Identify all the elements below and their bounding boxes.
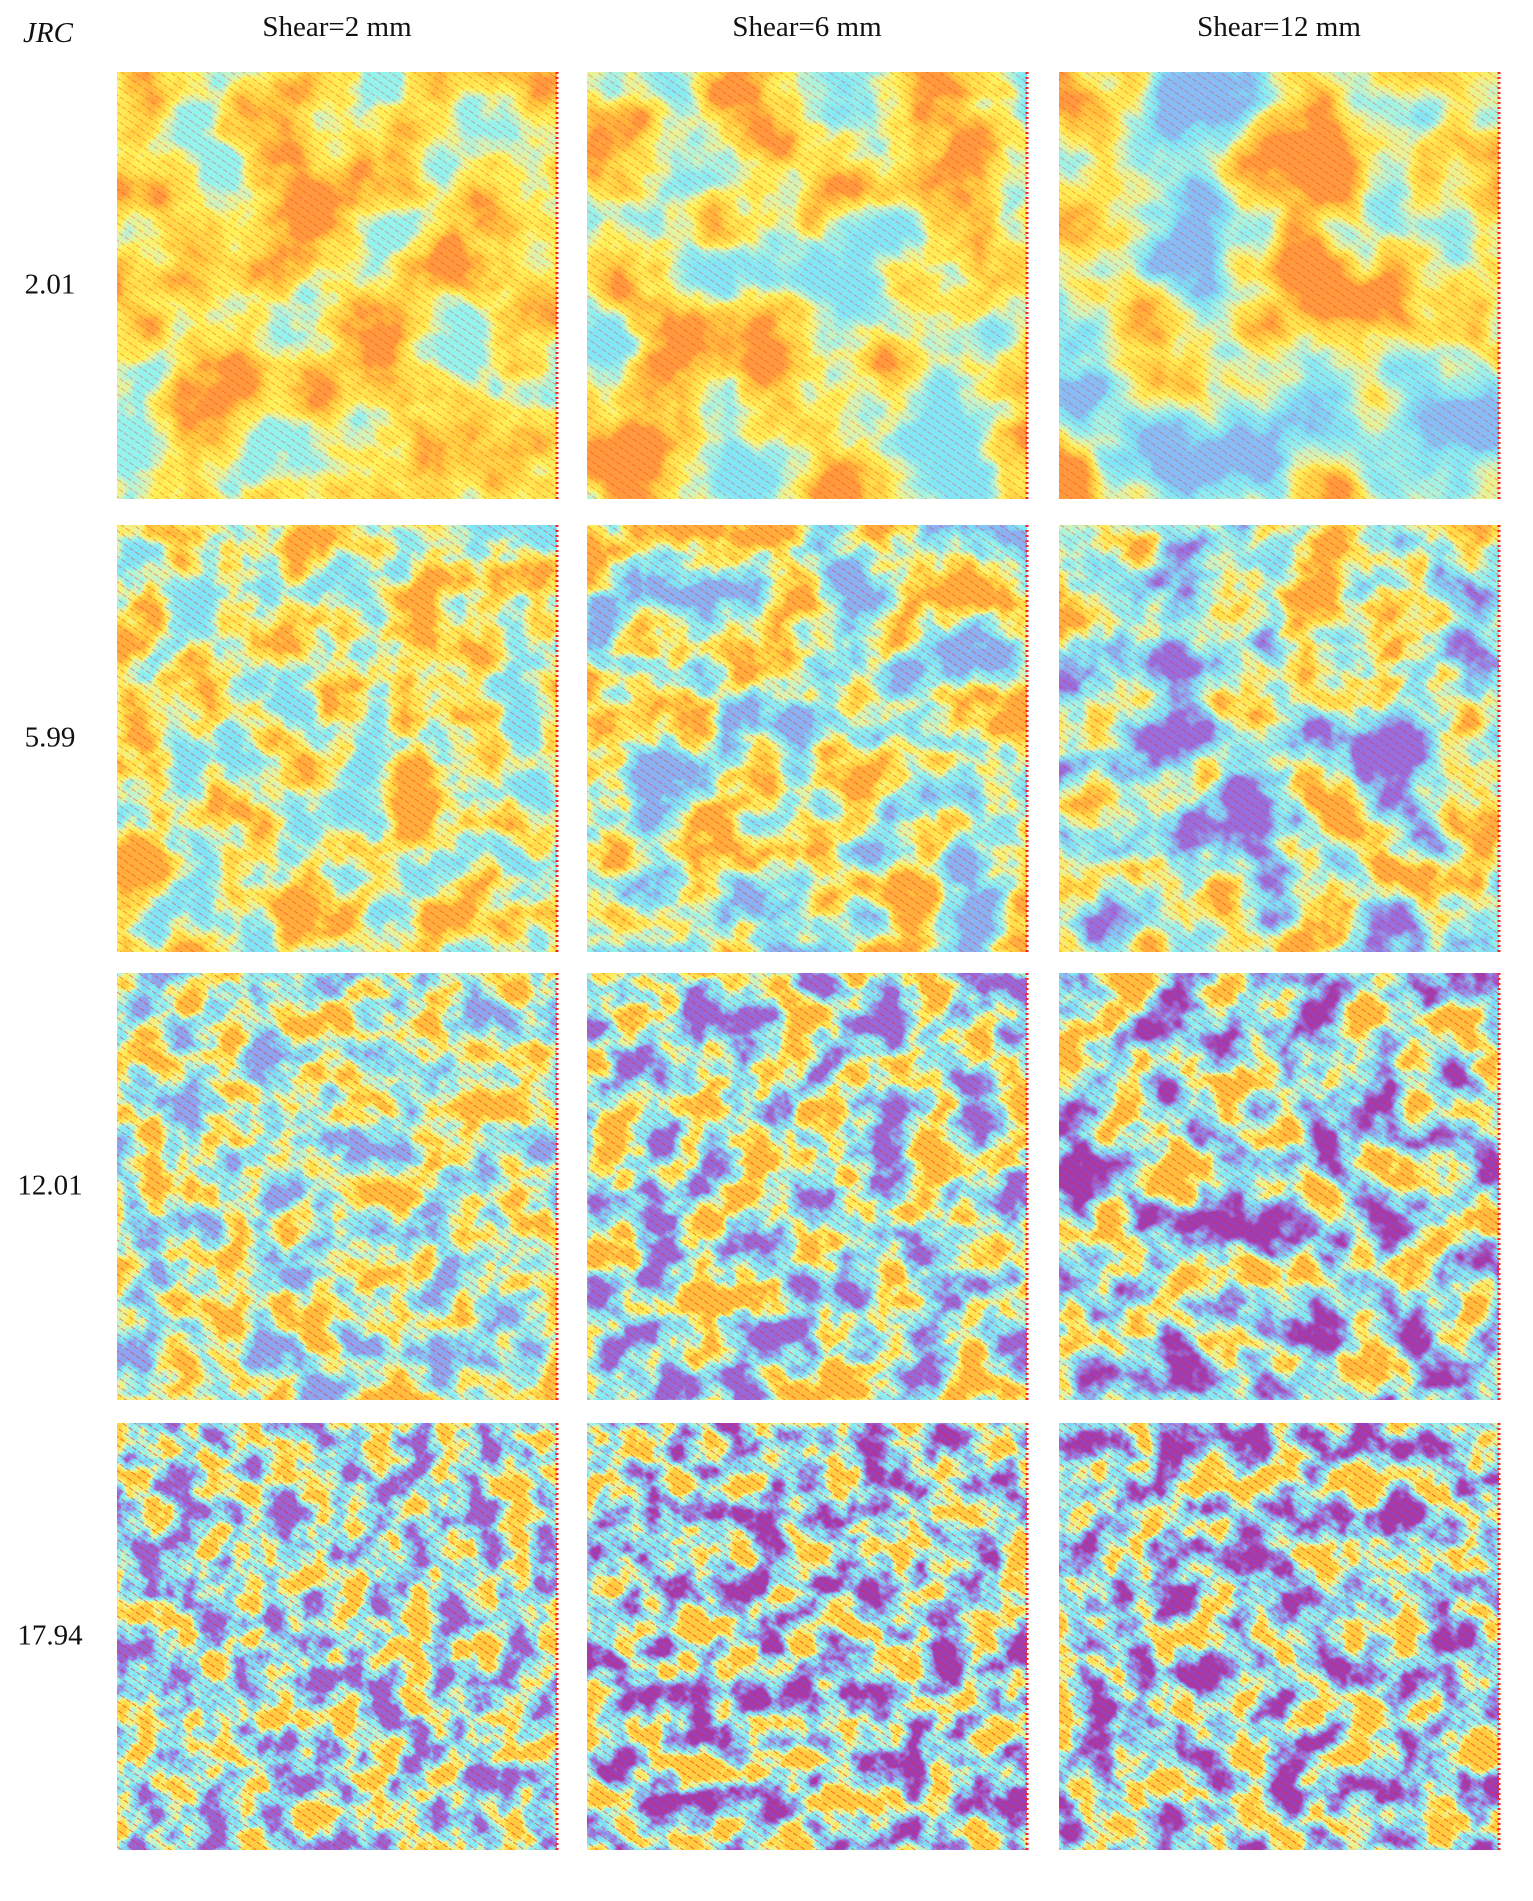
vector-arrows <box>1059 973 1499 1400</box>
dic-panel <box>117 973 559 1400</box>
dic-panel <box>587 525 1029 952</box>
vector-arrows <box>587 525 1027 952</box>
row-label: 12.01 <box>17 1170 82 1202</box>
row-label: 17.94 <box>17 1620 83 1652</box>
vector-arrows <box>1059 525 1499 952</box>
row-title: JRC <box>23 17 74 49</box>
dic-panel <box>1059 973 1501 1400</box>
column-header: Shear=6 mm <box>732 11 882 43</box>
dic-panel <box>117 72 559 499</box>
column-header: Shear=2 mm <box>262 11 412 43</box>
dic-panel <box>117 1423 559 1850</box>
dic-panel <box>1059 1423 1501 1850</box>
vector-arrows <box>587 72 1027 499</box>
vector-arrows <box>1059 72 1499 499</box>
dic-panel <box>1059 72 1501 499</box>
dic-panel <box>587 72 1029 499</box>
vector-arrows <box>587 1423 1027 1850</box>
column-header: Shear=12 mm <box>1197 11 1361 43</box>
dic-panel <box>587 1423 1029 1850</box>
vector-arrows <box>117 525 557 952</box>
vector-arrows <box>117 1423 557 1850</box>
vector-arrows <box>117 72 557 499</box>
vector-arrows <box>587 973 1027 1400</box>
row-label: 5.99 <box>25 722 76 754</box>
dic-panel <box>587 973 1029 1400</box>
vector-arrows <box>1059 1423 1499 1850</box>
dic-panel <box>117 525 559 952</box>
dic-panel <box>1059 525 1501 952</box>
row-label: 2.01 <box>25 269 76 301</box>
vector-arrows <box>117 973 557 1400</box>
